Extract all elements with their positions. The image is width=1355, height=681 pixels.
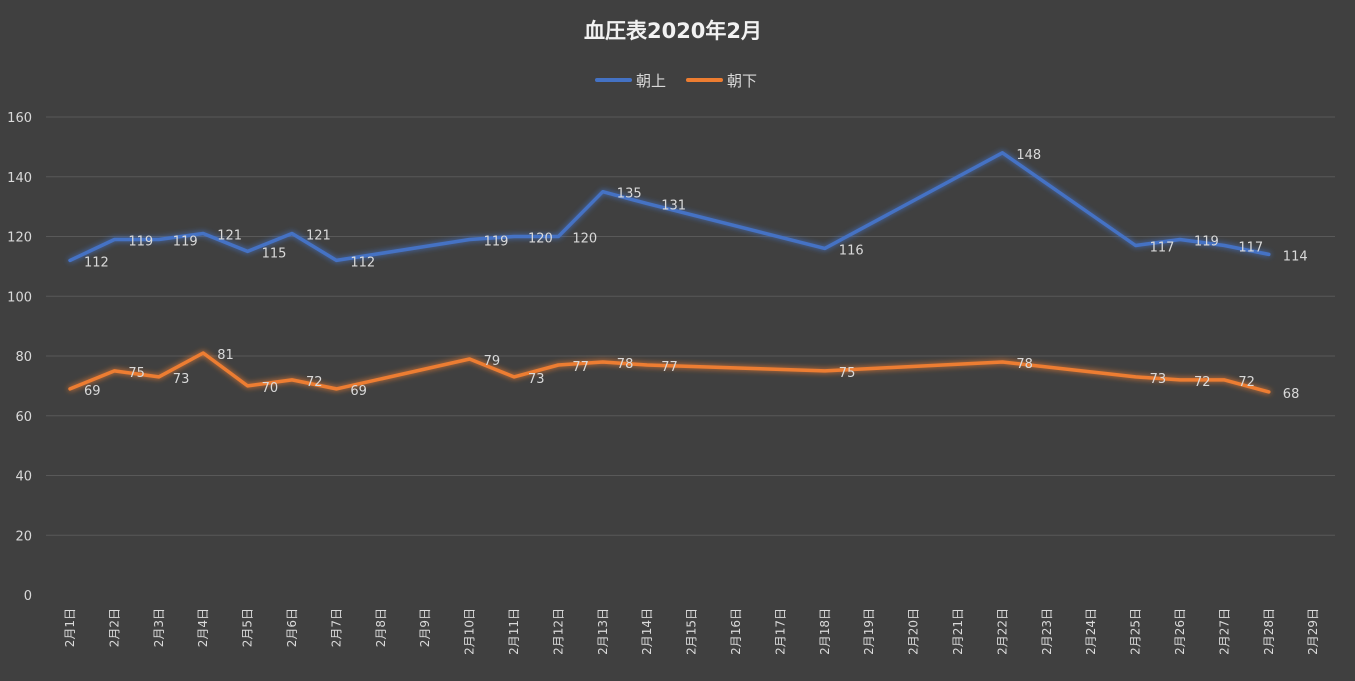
data-label: 117 <box>1238 240 1263 255</box>
x-tick-label: 2月28日 <box>1262 608 1276 655</box>
x-tick-label: 2月19日 <box>862 608 876 655</box>
data-label: 75 <box>128 366 145 381</box>
x-tick-label: 2月17日 <box>773 608 787 655</box>
data-label: 119 <box>1194 234 1219 249</box>
data-label: 73 <box>528 372 545 387</box>
data-label: 121 <box>217 229 242 244</box>
data-label: 78 <box>617 357 634 372</box>
x-tick-label: 2月24日 <box>1084 608 1098 655</box>
series-lines <box>68 151 1271 394</box>
y-tick-label: 40 <box>15 470 32 485</box>
data-label: 70 <box>262 381 279 396</box>
x-tick-label: 2月23日 <box>1040 608 1054 655</box>
data-label: 75 <box>839 366 856 381</box>
data-label: 121 <box>306 229 331 244</box>
x-tick-label: 2月1日 <box>63 608 77 647</box>
x-tick-label: 2月2日 <box>107 608 121 647</box>
data-label: 119 <box>484 234 509 249</box>
data-label: 72 <box>1238 375 1255 390</box>
legend-label: 朝下 <box>727 72 757 90</box>
x-tick-label: 2月9日 <box>418 608 432 647</box>
x-tick-label: 2月5日 <box>241 608 255 647</box>
y-tick-label: 160 <box>7 111 32 126</box>
x-tick-label: 2月18日 <box>818 608 832 655</box>
data-label: 119 <box>173 234 198 249</box>
legend-label: 朝上 <box>636 72 666 90</box>
data-label: 73 <box>1150 372 1167 387</box>
data-label: 117 <box>1150 240 1175 255</box>
x-tick-label: 2月6日 <box>285 608 299 647</box>
x-tick-label: 2月21日 <box>951 608 965 655</box>
data-label: 116 <box>839 243 864 258</box>
y-tick-label: 0 <box>24 589 32 604</box>
y-axis-ticks: 0 20 40 60 80 100 120 140 160 <box>7 111 32 604</box>
y-tick-label: 120 <box>7 231 32 246</box>
x-tick-label: 2月20日 <box>907 608 921 655</box>
data-label: 68 <box>1283 387 1300 402</box>
x-tick-label: 2月12日 <box>551 608 565 655</box>
gridlines <box>46 116 1335 536</box>
x-tick-label: 2月4日 <box>196 608 210 647</box>
data-label: 135 <box>617 187 642 202</box>
y-tick-label: 80 <box>15 350 32 365</box>
data-label: 72 <box>1194 375 1211 390</box>
data-label: 79 <box>484 354 501 369</box>
data-label: 73 <box>173 372 190 387</box>
x-tick-label: 2月8日 <box>374 608 388 647</box>
data-label: 78 <box>1016 357 1033 372</box>
data-label: 77 <box>661 360 678 375</box>
data-label: 72 <box>306 375 323 390</box>
data-label: 131 <box>661 199 686 214</box>
x-tick-label: 2月25日 <box>1129 608 1143 655</box>
data-labels: 112 119 119 121 115 121 112 119 120 120 135 131 116 1… <box>84 148 1308 402</box>
y-tick-label: 20 <box>15 529 32 544</box>
x-tick-label: 2月11日 <box>507 608 521 655</box>
x-tick-label: 2月27日 <box>1217 608 1231 655</box>
data-label: 81 <box>217 348 234 363</box>
legend: 朝上 朝下 <box>595 72 757 90</box>
data-label: 120 <box>572 232 597 247</box>
chart-title: 血圧表2020年2月 <box>584 19 762 43</box>
data-label: 69 <box>350 384 367 399</box>
data-label: 112 <box>350 255 375 270</box>
x-tick-label: 2月26日 <box>1173 608 1187 655</box>
legend-item-0: 朝上 <box>595 72 666 90</box>
series-line-1 <box>68 351 1271 394</box>
data-label: 69 <box>84 384 101 399</box>
data-label: 148 <box>1016 148 1041 163</box>
x-tick-label: 2月22日 <box>995 608 1009 655</box>
x-tick-label: 2月3日 <box>152 608 166 647</box>
x-tick-label: 2月10日 <box>463 608 477 655</box>
y-tick-label: 140 <box>7 171 32 186</box>
x-tick-label: 2月15日 <box>685 608 699 655</box>
x-axis-ticks: 2月1日 2月2日 2月3日 2月4日 2月5日 2月6日 2月7日 2月8日 2月9日 2月10… <box>63 608 1320 655</box>
x-tick-label: 2月16日 <box>729 608 743 655</box>
y-tick-label: 60 <box>15 410 32 425</box>
data-label: 114 <box>1283 249 1308 264</box>
data-label: 119 <box>128 234 153 249</box>
x-tick-label: 2月13日 <box>596 608 610 655</box>
data-label: 115 <box>262 246 287 261</box>
data-label: 77 <box>572 360 589 375</box>
x-tick-label: 2月14日 <box>640 608 654 655</box>
series-line-0 <box>68 151 1271 263</box>
data-label: 120 <box>528 232 553 247</box>
y-tick-label: 100 <box>7 290 32 305</box>
x-tick-label: 2月7日 <box>329 608 343 647</box>
x-tick-label: 2月29日 <box>1306 608 1320 655</box>
data-label: 112 <box>84 255 109 270</box>
legend-item-1: 朝下 <box>686 72 757 90</box>
